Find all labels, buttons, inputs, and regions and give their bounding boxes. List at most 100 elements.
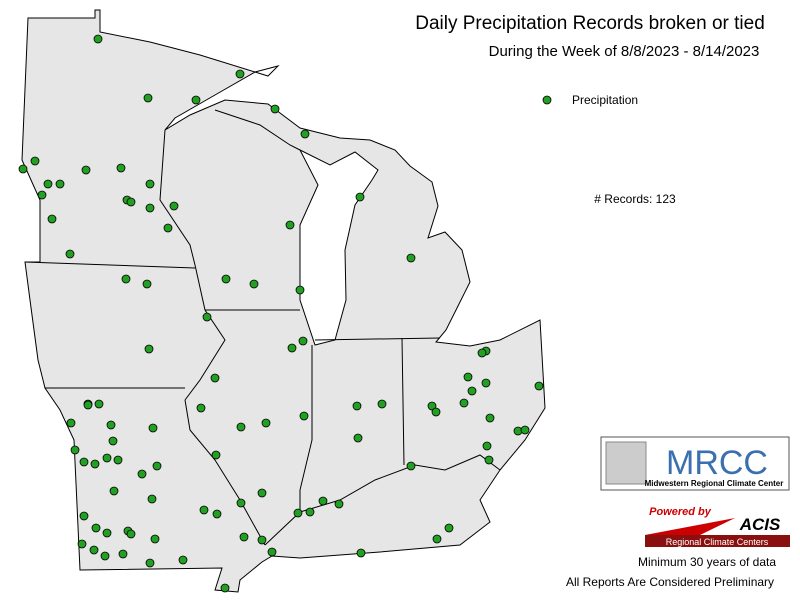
record-marker — [100, 551, 110, 561]
record-marker — [305, 507, 315, 517]
record-marker — [481, 378, 491, 388]
record-marker — [94, 399, 104, 409]
record-marker — [121, 274, 131, 284]
wi-mi-line — [214, 109, 301, 151]
record-marker — [37, 190, 47, 200]
acis-text: ACIS — [739, 515, 781, 534]
record-marker — [293, 508, 303, 518]
record-marker — [109, 486, 119, 496]
record-marker — [285, 220, 295, 230]
record-marker — [152, 461, 162, 471]
record-marker — [163, 223, 173, 233]
powered-by: Powered by — [649, 506, 712, 518]
mi-in-oh-line — [314, 337, 441, 341]
record-marker — [406, 461, 416, 471]
record-marker — [66, 418, 76, 428]
il-in-line — [299, 345, 313, 515]
record-marker — [126, 529, 136, 539]
record-marker — [299, 411, 309, 421]
record-marker — [267, 547, 277, 557]
record-marker — [356, 548, 366, 558]
legend-label: Precipitation — [572, 93, 638, 107]
record-marker — [520, 425, 530, 435]
record-marker — [239, 532, 249, 542]
record-marker — [485, 413, 495, 423]
record-marker — [261, 418, 271, 428]
record-marker — [459, 398, 469, 408]
record-marker — [102, 453, 112, 463]
record-marker — [318, 496, 328, 506]
mrcc-logo: MRCC Midwestern Regional Climate Center — [600, 436, 790, 491]
acis-subtext: Regional Climate Centers — [666, 537, 769, 547]
record-marker — [89, 545, 99, 555]
record-marker — [150, 534, 160, 544]
record-marker — [148, 423, 158, 433]
record-marker — [432, 534, 442, 544]
record-marker — [178, 555, 188, 565]
record-marker — [287, 343, 297, 353]
record-marker — [143, 93, 153, 103]
record-marker — [236, 422, 246, 432]
record-marker — [534, 381, 544, 391]
record-marker — [270, 104, 280, 114]
record-marker — [191, 95, 201, 105]
record-marker — [463, 372, 473, 382]
legend-marker — [542, 95, 552, 105]
record-marker — [70, 445, 80, 455]
record-marker — [298, 336, 308, 346]
mo-il-line — [184, 399, 266, 546]
record-marker — [427, 401, 437, 411]
subtitle: During the Week of 8/8/2023 - 8/14/2023 — [489, 43, 760, 60]
record-marker — [196, 403, 206, 413]
record-marker — [145, 203, 155, 213]
record-marker — [55, 179, 65, 189]
record-marker — [236, 498, 246, 508]
record-marker — [145, 179, 155, 189]
region-land — [21, 9, 546, 593]
record-marker — [235, 69, 245, 79]
note: Minimum 30 years of data — [638, 555, 776, 569]
record-marker — [77, 539, 87, 549]
record-marker — [81, 165, 91, 175]
record-marker — [118, 549, 128, 559]
record-marker — [352, 401, 362, 411]
record-marker — [144, 344, 154, 354]
title: Daily Precipitation Records broken or ti… — [415, 13, 765, 34]
acis-bar — [645, 535, 790, 547]
record-marker — [484, 455, 494, 465]
record-marker — [169, 201, 179, 211]
record-marker — [257, 488, 267, 498]
note: All Reports Are Considered Preliminary — [566, 575, 774, 589]
record-marker — [220, 583, 230, 593]
record-marker — [30, 156, 40, 166]
record-marker — [212, 509, 222, 519]
record-marker — [126, 197, 136, 207]
logo-map — [605, 441, 647, 485]
record-marker — [406, 253, 416, 263]
acis-swoosh — [645, 518, 735, 535]
acis-logo: Powered by ACIS Regional Climate Centers — [645, 506, 790, 547]
record-marker — [199, 505, 209, 515]
record-marker — [91, 523, 101, 533]
record-marker — [145, 558, 155, 568]
record-marker — [108, 436, 118, 446]
mn-wi-line — [159, 129, 196, 266]
record-marker — [142, 279, 152, 289]
record-marker — [106, 420, 116, 430]
lake-superior-upper — [253, 65, 280, 77]
record-count: # Records: 123 — [594, 192, 676, 206]
record-marker — [353, 433, 363, 443]
record-marker — [116, 163, 126, 173]
record-marker — [221, 274, 231, 284]
record-marker — [102, 528, 112, 538]
record-marker — [137, 469, 147, 479]
record-marker — [18, 164, 28, 174]
record-marker — [65, 249, 75, 259]
record-markers — [18, 34, 544, 593]
state-lines — [24, 109, 501, 546]
record-marker — [334, 499, 344, 509]
record-marker — [210, 373, 220, 383]
record-marker — [47, 214, 57, 224]
record-marker — [249, 279, 259, 289]
